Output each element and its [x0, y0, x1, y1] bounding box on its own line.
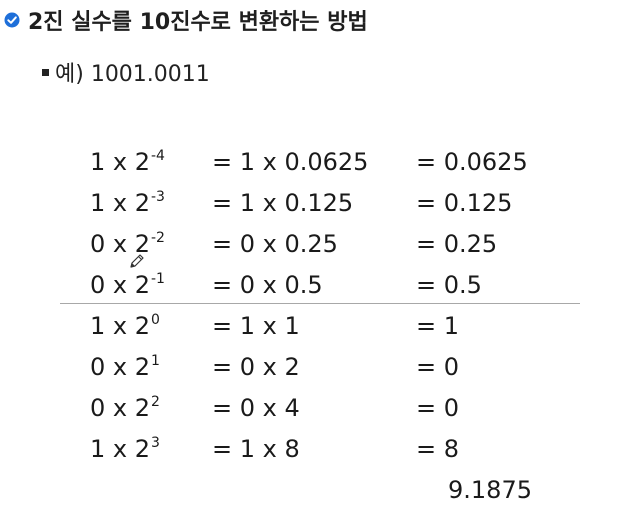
product-cell: = 1 x 8: [212, 435, 300, 463]
pencil-cursor-icon: [130, 254, 144, 268]
exponent: -1: [151, 271, 165, 287]
conversion-row: 1 x 20 = 1 x 1 = 1: [0, 306, 618, 347]
digit-power-cell: 1 x 2-4: [90, 148, 165, 176]
digit-power-cell: 0 x 2-2: [90, 230, 165, 258]
result-cell: = 0.125: [416, 189, 513, 217]
digit-power-cell: 1 x 2-3: [90, 189, 165, 217]
check-circle-icon: [4, 12, 20, 28]
digit-power-cell: 1 x 23: [90, 435, 160, 463]
exponent: 0: [151, 312, 160, 328]
result-cell: = 1: [416, 312, 460, 340]
exponent: 2: [151, 394, 160, 410]
total-value: 9.1875: [448, 476, 532, 504]
result-cell: = 0: [416, 394, 460, 422]
exponent: 3: [151, 435, 160, 451]
exponent: -2: [151, 230, 165, 246]
digit-power-cell: 0 x 21: [90, 353, 160, 381]
product-cell: = 1 x 0.125: [212, 189, 354, 217]
result-cell: = 0.5: [416, 271, 482, 299]
conversion-row: 1 x 23 = 1 x 8 = 8: [0, 429, 618, 470]
section-divider: [60, 303, 580, 304]
product-cell: = 1 x 0.0625: [212, 148, 369, 176]
digit-power-cell: 0 x 2-1: [90, 271, 165, 299]
heading-text: 2진 실수를 10진수로 변환하는 방법: [28, 10, 368, 35]
conversion-row: 0 x 21 = 0 x 2 = 0: [0, 347, 618, 388]
slide-heading: 2진 실수를 10진수로 변환하는 방법: [4, 4, 368, 36]
conversion-row: 0 x 22 = 0 x 4 = 0: [0, 388, 618, 429]
product-cell: = 0 x 0.25: [212, 230, 338, 258]
exponent: -3: [151, 189, 165, 205]
conversion-row: 1 x 2-4 = 1 x 0.0625 = 0.0625: [0, 142, 618, 183]
conversion-row: 1 x 2-3 = 1 x 0.125 = 0.125: [0, 183, 618, 224]
product-cell: = 0 x 0.5: [212, 271, 323, 299]
exponent: 1: [151, 353, 160, 369]
conversion-row: 0 x 2-2 = 0 x 0.25 = 0.25: [0, 224, 618, 265]
product-cell: = 1 x 1: [212, 312, 300, 340]
example-text: 예) 1001.0011: [55, 62, 210, 87]
product-cell: = 0 x 2: [212, 353, 300, 381]
conversion-table: 1 x 2-4 = 1 x 0.0625 = 0.0625 1 x 2-3 = …: [0, 142, 618, 470]
digit-power-cell: 1 x 20: [90, 312, 160, 340]
product-cell: = 0 x 4: [212, 394, 300, 422]
result-cell: = 0: [416, 353, 460, 381]
result-cell: = 0.0625: [416, 148, 528, 176]
result-cell: = 0.25: [416, 230, 498, 258]
result-cell: = 8: [416, 435, 460, 463]
exponent: -4: [151, 148, 165, 164]
square-bullet-icon: [42, 68, 49, 76]
digit-power-cell: 0 x 22: [90, 394, 160, 422]
conversion-row: 0 x 2-1 = 0 x 0.5 = 0.5: [0, 265, 618, 306]
example-line: 예) 1001.0011: [42, 54, 210, 90]
